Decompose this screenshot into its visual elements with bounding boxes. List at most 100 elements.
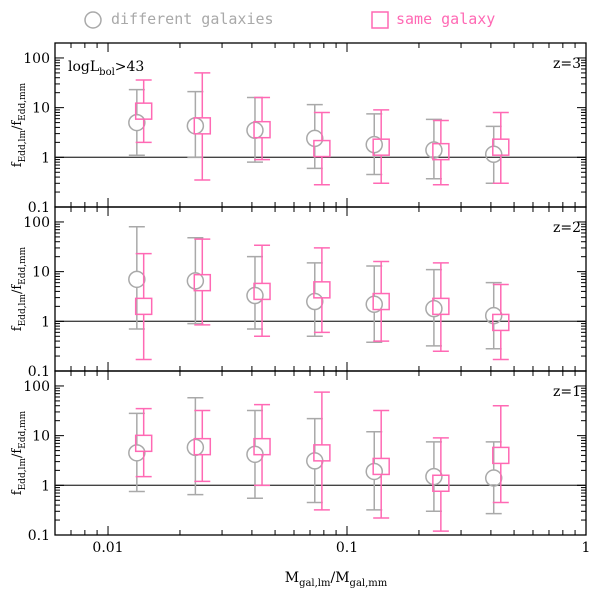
data-point-square: [313, 281, 331, 299]
data-point-circle: [484, 145, 503, 164]
y-tick-label: 1: [41, 150, 50, 166]
x-label-sub2: gal,mm: [350, 578, 388, 589]
series-same-galaxy: [134, 238, 510, 361]
y-tick-label: 1: [41, 478, 50, 494]
y-tick-label: 0.1: [28, 364, 50, 380]
data-point-square: [432, 142, 450, 161]
data-point-circle: [425, 299, 443, 318]
y-label-part-1: Edd,lm: [18, 130, 28, 163]
data-point-circle: [186, 117, 205, 135]
y-label-part-0: f: [10, 325, 25, 331]
x-label-sub: gal,lm: [299, 578, 331, 589]
y-tick-label: 0.1: [28, 200, 50, 216]
y-tick-label: 100: [23, 51, 50, 67]
data-point-circle: [365, 135, 383, 154]
data-point-square: [253, 437, 271, 456]
y-label-part-2: /f: [10, 284, 25, 294]
panel-2: 0.1 1 10 100 fEdd,lm/fEdd,mm z=2: [10, 206, 587, 380]
y-label-part-0: f: [10, 161, 25, 167]
data-point-square: [193, 117, 212, 135]
y-axis-label: fEdd,lm/fEdd,mm: [10, 246, 28, 331]
series-same-galaxy: [134, 72, 510, 186]
y-label-part-3: Edd,mm: [18, 410, 28, 448]
data-point-circle: [186, 272, 205, 290]
data-point-square: [193, 437, 212, 456]
y-label-part-3: Edd,mm: [18, 246, 28, 284]
data-point-square: [492, 138, 510, 156]
data-point-square: [253, 282, 271, 301]
data-point-square: [372, 138, 390, 156]
y-tick-label: 10: [32, 429, 50, 445]
x-tick-label: 0.1: [336, 540, 358, 556]
panel-1: 0.1 1 10 100 fEdd,lm/fEdd,mm z=3: [10, 42, 587, 216]
data-point-square: [492, 313, 510, 332]
annotation-rest: >43: [115, 59, 145, 75]
legend: different galaxies same galaxy: [84, 10, 495, 29]
data-point-circle: [186, 438, 205, 457]
y-axis-label: fEdd,lm/fEdd,mm: [10, 82, 28, 167]
y-tick-label: 0.1: [28, 528, 50, 544]
x-label-main: M: [285, 570, 299, 586]
data-point-circle: [128, 270, 146, 289]
annotation-sub: bol: [99, 67, 115, 78]
legend-circle-marker: [84, 11, 102, 29]
y-label-part-3: Edd,mm: [18, 82, 28, 120]
panel-3: 0.1 1 10 100 fEdd,lm/fEdd,mm z=1: [10, 370, 587, 544]
x-axis-label: Mgal,lm/Mgal,mm: [285, 570, 388, 589]
y-tick-label: 100: [23, 215, 50, 231]
data-point-circle: [425, 467, 443, 486]
y-label-part-0: f: [10, 489, 25, 495]
y-label-part-1: Edd,lm: [18, 458, 28, 491]
y-axis-label: fEdd,lm/fEdd,mm: [10, 410, 28, 495]
data-point-circle: [246, 121, 264, 140]
data-point-circle: [246, 286, 264, 305]
y-label-part-2: /f: [10, 448, 25, 458]
legend-square-marker: [371, 11, 389, 29]
data-point-circle: [484, 306, 503, 325]
data-point-square: [432, 474, 450, 493]
y-label-part-1: Edd,lm: [18, 294, 28, 327]
series-same-galaxy: [134, 391, 510, 532]
data-point-circle: [306, 292, 324, 311]
x-tick-label: 1: [582, 540, 591, 556]
y-tick-label: 1: [41, 314, 50, 330]
x-tick-label: 0.01: [92, 540, 123, 556]
data-point-square: [134, 434, 153, 453]
data-point-circle: [365, 462, 383, 481]
panel-redshift-label: z=2: [553, 220, 581, 236]
data-point-square: [313, 139, 331, 158]
panel-redshift-label: z=3: [553, 56, 581, 72]
series-different-galaxies: [128, 396, 503, 515]
data-point-square: [134, 102, 153, 120]
data-point-square: [372, 457, 390, 476]
legend-label-different: different galaxies: [111, 10, 274, 28]
x-label-sep: /M: [330, 570, 349, 586]
y-tick-label: 10: [32, 265, 50, 281]
panels: 0.1110100fEdd,lm/fEdd,mmz=30.1110100fEdd…: [10, 42, 591, 556]
data-point-square: [134, 297, 153, 316]
panel-redshift-label: z=1: [553, 384, 581, 400]
annotation-main: logL: [68, 59, 99, 75]
data-point-circle: [484, 469, 503, 487]
y-tick-label: 10: [32, 101, 50, 117]
data-point-square: [432, 297, 450, 316]
data-point-circle: [365, 295, 383, 314]
data-point-square: [492, 446, 510, 465]
luminosity-cut-annotation: logLbol>43: [68, 59, 144, 78]
panel-frame: [54, 370, 587, 536]
data-point-circle: [425, 141, 443, 159]
legend-label-same: same galaxy: [396, 10, 495, 28]
data-point-square: [193, 273, 212, 292]
y-tick-label: 100: [23, 379, 50, 395]
data-point-square: [313, 444, 331, 462]
data-point-circle: [128, 113, 146, 132]
panel-frame: [54, 206, 587, 372]
data-point-circle: [306, 129, 324, 148]
y-label-part-2: /f: [10, 120, 25, 130]
series-different-galaxies: [128, 226, 503, 350]
data-point-square: [372, 292, 390, 311]
data-point-square: [253, 120, 271, 139]
data-point-circle: [128, 444, 146, 462]
series-different-galaxies: [128, 88, 503, 185]
